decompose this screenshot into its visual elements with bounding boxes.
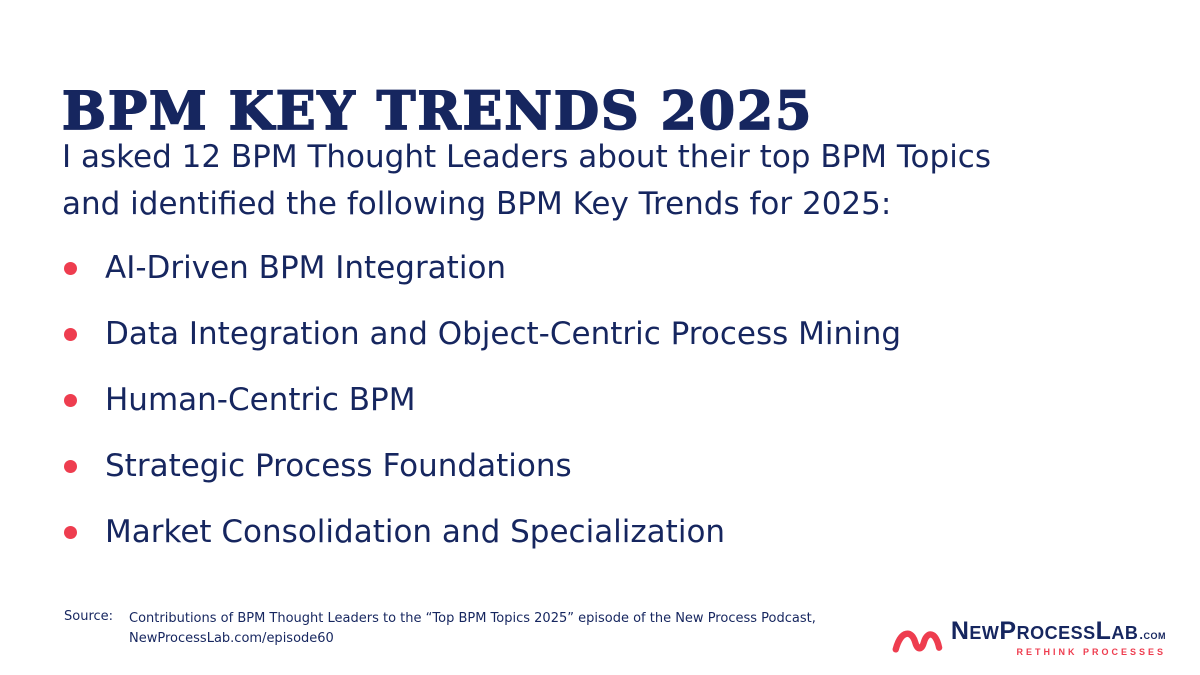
page-title: BPM KEY TRENDS 2025 bbox=[61, 80, 814, 143]
source-line-1: Contributions of BPM Thought Leaders to … bbox=[129, 610, 816, 626]
source-note: Source: Contributions of BPM Thought Lea… bbox=[64, 609, 816, 649]
logo-wave-icon bbox=[892, 630, 943, 653]
bullet-label: AI-Driven BPM Integration bbox=[105, 250, 507, 286]
bullet-dot-icon bbox=[64, 459, 77, 473]
source-line-2: NewProcessLab.com/episode60 bbox=[129, 630, 334, 646]
logo-text: NewProcessLab .com RETHINK PROCESSES bbox=[951, 619, 1166, 658]
bullet-dot-icon bbox=[64, 525, 77, 539]
intro-line-2: and identified the following BPM Key Tre… bbox=[62, 185, 892, 222]
intro-paragraph: I asked 12 BPM Thought Leaders about the… bbox=[62, 134, 991, 227]
list-item: Human-Centric BPM bbox=[64, 380, 901, 420]
source-label: Source: bbox=[64, 608, 114, 624]
brand-logo: NewProcessLab .com RETHINK PROCESSES bbox=[891, 619, 1166, 657]
list-item: Data Integration and Object-Centric Proc… bbox=[64, 314, 901, 354]
bullet-dot-icon bbox=[64, 393, 77, 407]
brand-tagline: RETHINK PROCESSES bbox=[1016, 647, 1166, 657]
intro-line-1: I asked 12 BPM Thought Leaders about the… bbox=[62, 139, 992, 175]
bullet-list: AI-Driven BPM Integration Data Integrati… bbox=[64, 248, 901, 578]
bullet-label: Human-Centric BPM bbox=[105, 382, 416, 418]
brand-suffix: .com bbox=[1139, 627, 1166, 642]
list-item: Market Consolidation and Specialization bbox=[64, 512, 901, 552]
bullet-label: Market Consolidation and Specialization bbox=[105, 514, 726, 550]
brand-name: NewProcessLab .com bbox=[951, 619, 1166, 644]
bullet-label: Data Integration and Object-Centric Proc… bbox=[105, 316, 902, 352]
bullet-dot-icon bbox=[64, 327, 77, 341]
bullet-label: Strategic Process Foundations bbox=[105, 448, 572, 484]
bullet-dot-icon bbox=[64, 261, 77, 275]
list-item: Strategic Process Foundations bbox=[64, 446, 901, 486]
source-text: Contributions of BPM Thought Leaders to … bbox=[129, 609, 816, 649]
brand-main: NewProcessLab bbox=[950, 617, 1139, 645]
list-item: AI-Driven BPM Integration bbox=[64, 248, 901, 288]
